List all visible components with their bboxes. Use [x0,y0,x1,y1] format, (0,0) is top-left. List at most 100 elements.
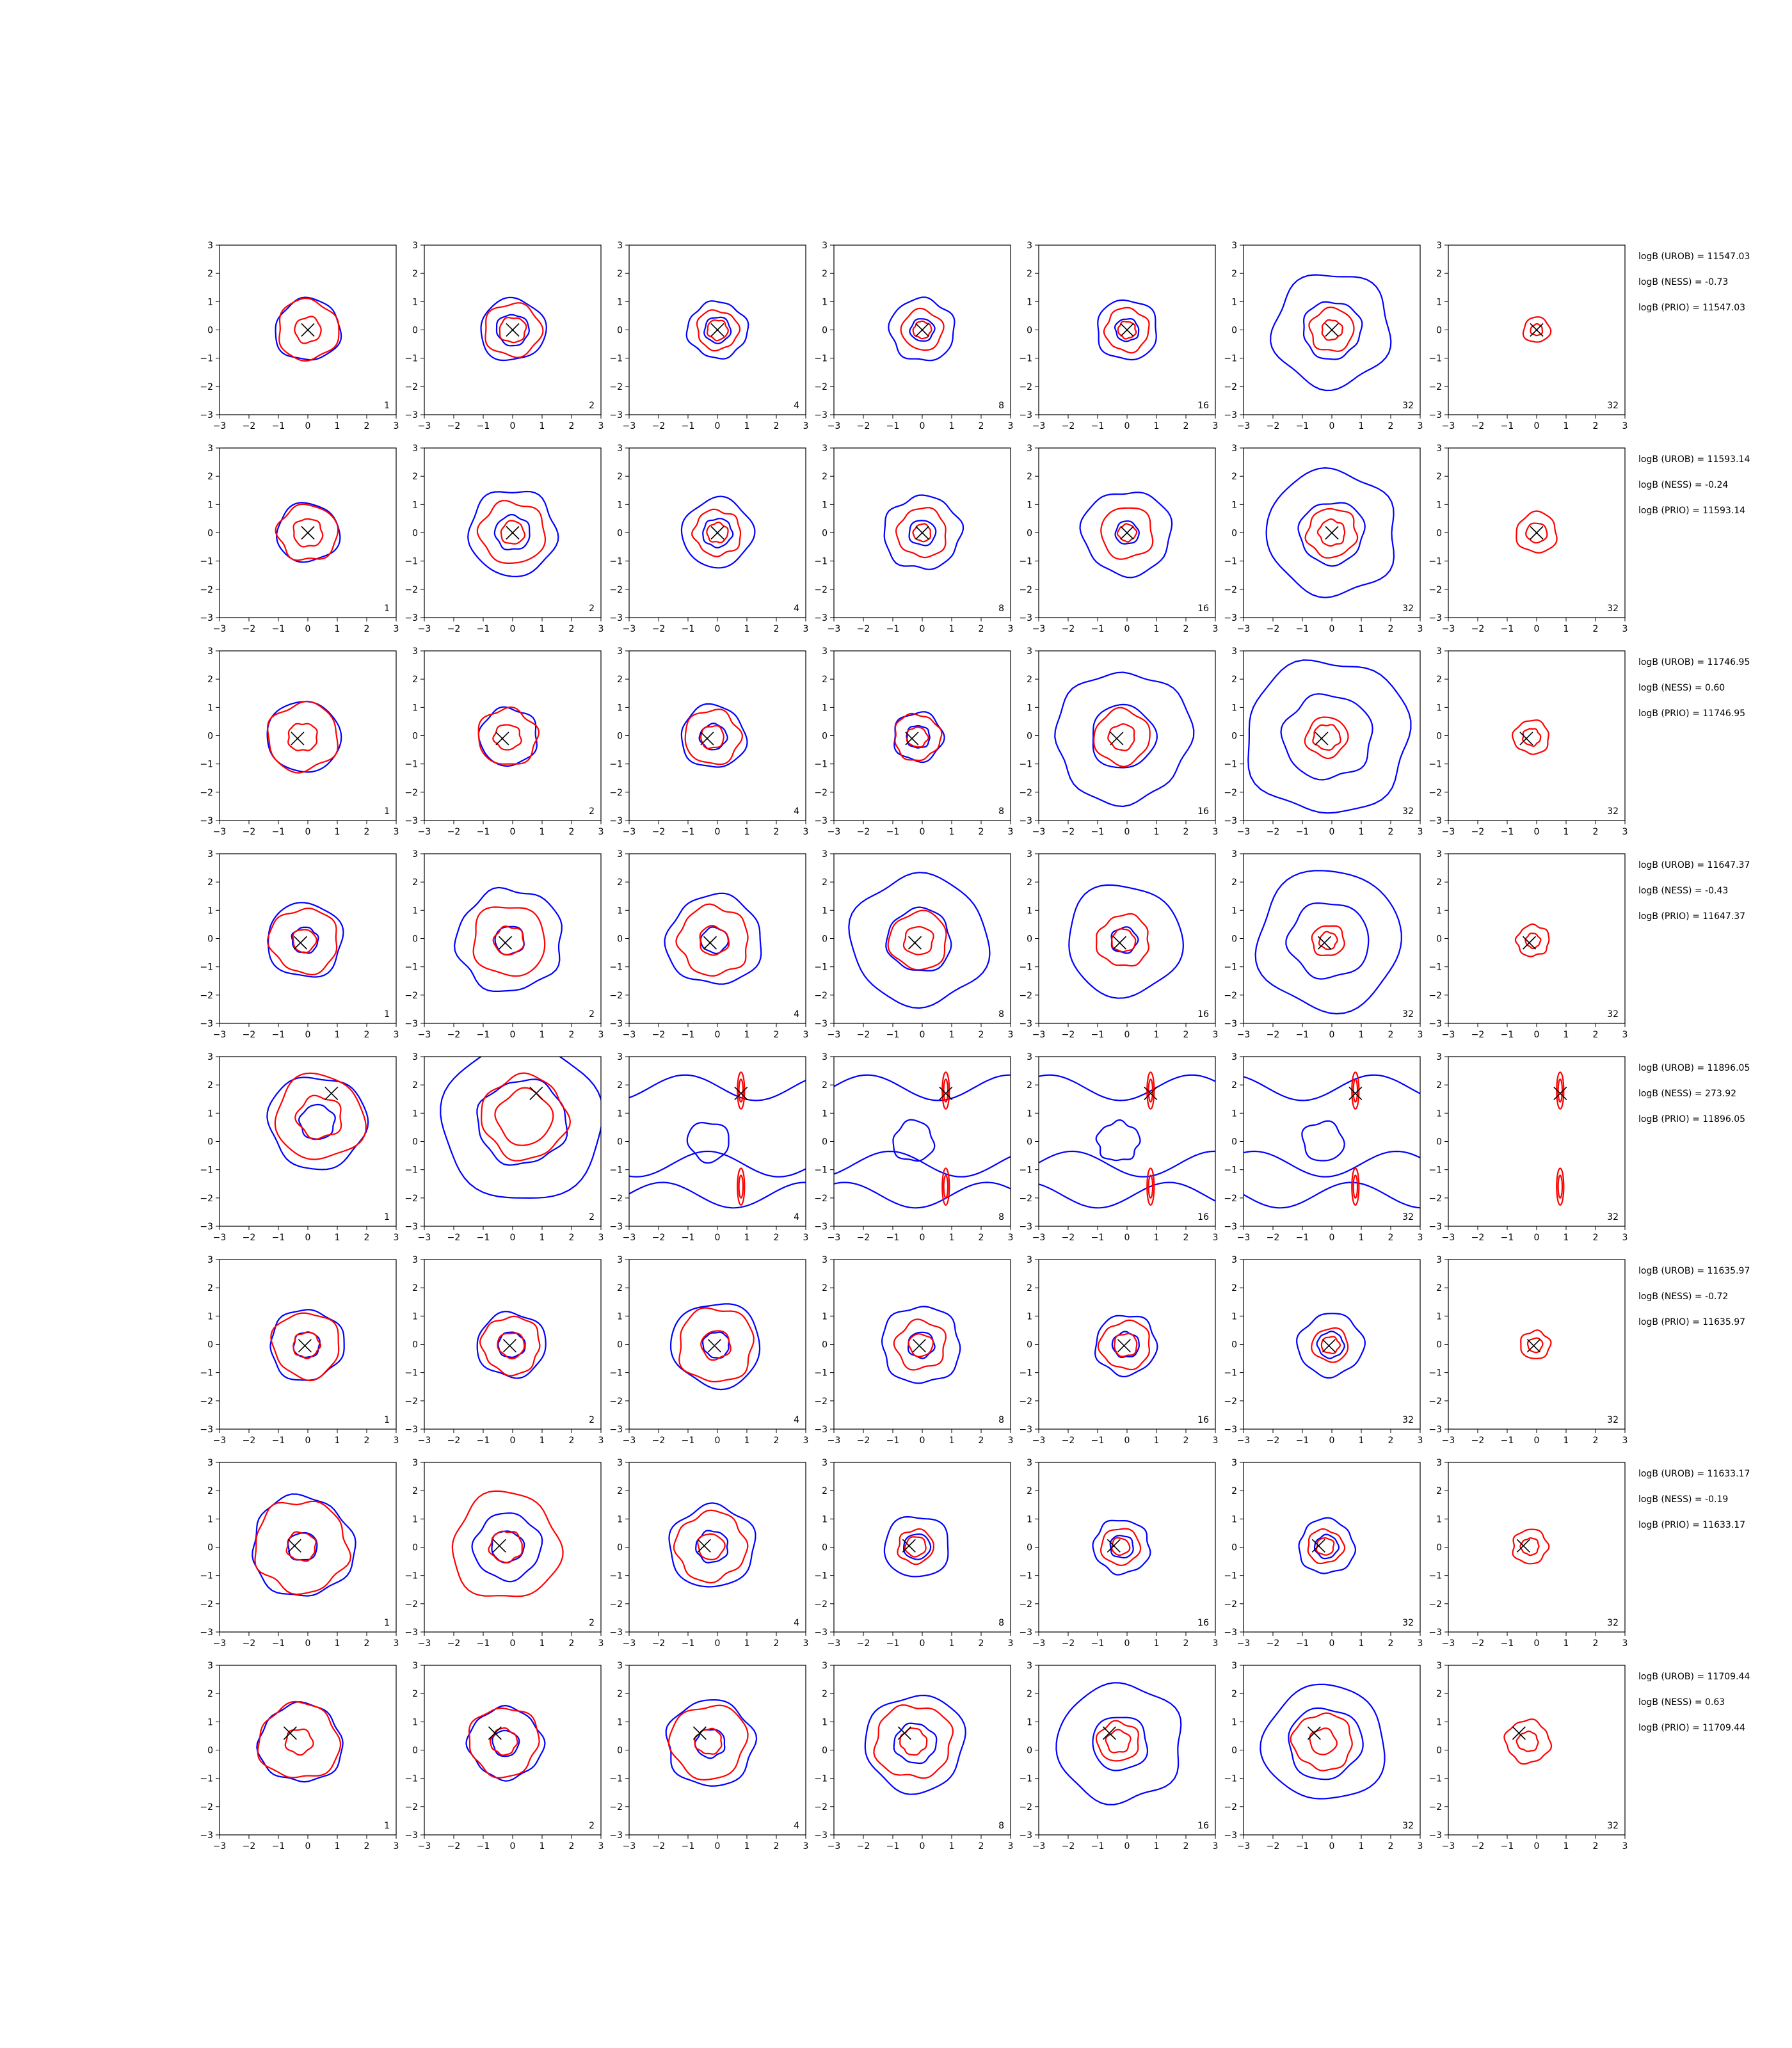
panel-n-label: 32 [1607,604,1619,614]
row-stats-r4: logB (UROB) = 11647.37 logB (NESS) = -0.4… [1638,860,1750,922]
red-contour [275,503,339,561]
y-tick-label: −1 [609,760,623,770]
row-stats-r6: logB (UROB) = 11635.97 logB (NESS) = -0.7… [1638,1266,1750,1327]
red-contour [1107,723,1135,751]
panel-n-label: 16 [1197,1212,1209,1222]
x-tick-label: 0 [1329,1841,1335,1852]
x-tick-label: −1 [1501,1436,1514,1446]
y-tick-label: 1 [1436,703,1442,713]
plot-area [883,494,964,570]
y-tick-label: −3 [200,1019,213,1029]
red-contour [1524,932,1542,950]
blue-contour [1270,274,1392,392]
x-tick-label: 2 [569,624,575,634]
plot-area [1068,884,1185,999]
red-contour [292,1331,322,1359]
red-contour [492,925,525,956]
true-point-marker [915,525,929,540]
x-tick-label: 0 [920,1436,925,1446]
blue-contour [1260,1683,1386,1800]
y-tick-label: 3 [207,1052,213,1062]
x-tick-label: −2 [1267,1638,1280,1649]
y-tick-label: −2 [1428,1802,1442,1812]
y-tick-label: 2 [1436,269,1442,279]
x-tick-label: −1 [1091,1638,1105,1649]
x-tick-label: 1 [335,1638,340,1649]
blue-contour [1109,1535,1134,1559]
red-contour [294,316,322,344]
true-point-marker [1530,525,1544,540]
x-tick-label: 0 [305,421,311,431]
red-contour [1530,323,1544,337]
blue-contour [1092,1519,1151,1576]
y-tick-label: −3 [609,1222,623,1232]
true-point-marker [1526,1339,1540,1353]
red-contour [738,1174,744,1199]
red-contour [1315,1537,1335,1556]
x-tick-label: −2 [857,1233,870,1243]
y-tick-label: 1 [1027,906,1032,916]
panel-n-label: 8 [998,1618,1004,1628]
y-tick-label: −3 [814,816,828,826]
y-tick-label: 3 [617,646,623,657]
row-stats-r7: logB (UROB) = 11633.17 logB (NESS) = -0.1… [1638,1469,1750,1530]
red-contour [1351,1167,1360,1206]
x-tick-label: 1 [744,1638,750,1649]
x-tick-label: −2 [447,1841,461,1852]
red-contour [684,708,744,765]
red-contour [1148,1078,1154,1103]
blue-contour [893,1722,938,1764]
y-tick-label: −1 [609,1368,623,1379]
x-tick-label: 3 [598,827,604,837]
y-tick-label: −2 [814,1194,828,1204]
x-tick-label: 1 [949,1638,955,1649]
x-tick-label: 3 [1213,1841,1219,1852]
panel-r5-c3: −3−3 −2 −2 −1 −1 0 0 1 1 2 2 3 3 4 [609,1052,808,1243]
red-contour [899,1727,928,1756]
x-tick-label: −2 [652,1841,666,1852]
x-tick-label: 3 [803,1436,809,1446]
x-tick-label: −2 [652,1233,666,1243]
x-tick-label: −3 [1442,827,1455,837]
x-tick-label: 0 [305,1841,311,1852]
red-contour [1095,1720,1139,1762]
y-tick-label: 1 [1027,297,1032,307]
y-tick-label: 2 [1027,1283,1032,1293]
y-tick-label: −3 [814,1425,828,1435]
x-tick-label: 1 [949,624,955,634]
y-tick-label: 3 [412,444,418,454]
blue-contour [668,1502,756,1588]
x-tick-label: 2 [979,1436,984,1446]
blue-contour [1265,467,1395,598]
x-tick-label: 0 [1124,827,1130,837]
panel-grid: −3−3−2−2−1−1001122331−3−3−2−2−1−10011223… [200,241,1750,1852]
true-point-marker [1325,525,1339,540]
x-tick-label: 3 [1622,1436,1628,1446]
y-tick-label: 2 [1436,1080,1442,1091]
y-tick-label: −2 [1428,1599,1442,1610]
log-bayes-stat: logB (NESS) = 0.60 [1638,683,1725,693]
x-tick-label: −1 [682,1841,695,1852]
x-tick-label: −3 [418,1638,431,1649]
x-tick-label: 2 [569,1233,575,1243]
y-tick-label: −2 [200,1599,213,1610]
y-tick-label: −2 [609,382,623,392]
x-tick-label: −3 [1442,1638,1455,1649]
x-tick-label: 2 [364,1030,370,1040]
red-contour [1105,1729,1132,1754]
x-tick-label: 2 [364,624,370,634]
x-tick-label: 3 [1213,1638,1219,1649]
x-tick-label: 0 [305,1233,311,1243]
log-bayes-stat: logB (PRIO) = 11896.05 [1638,1114,1745,1124]
panel-n-label: 4 [794,1009,799,1020]
red-contour [1311,1327,1349,1363]
x-tick-label: 3 [803,1841,809,1852]
x-tick-label: 2 [569,1030,575,1040]
row-stats-r5: logB (UROB) = 11896.05 logB (NESS) = 273.… [1638,1063,1750,1124]
panel-r7-c5: −3−3 −2 −2 −1 −1 0 0 1 1 2 2 3 3 16 [1019,1458,1218,1649]
x-tick-label: 2 [1593,1638,1599,1649]
x-tick-label: 3 [1418,1436,1423,1446]
plot-area [893,711,945,764]
